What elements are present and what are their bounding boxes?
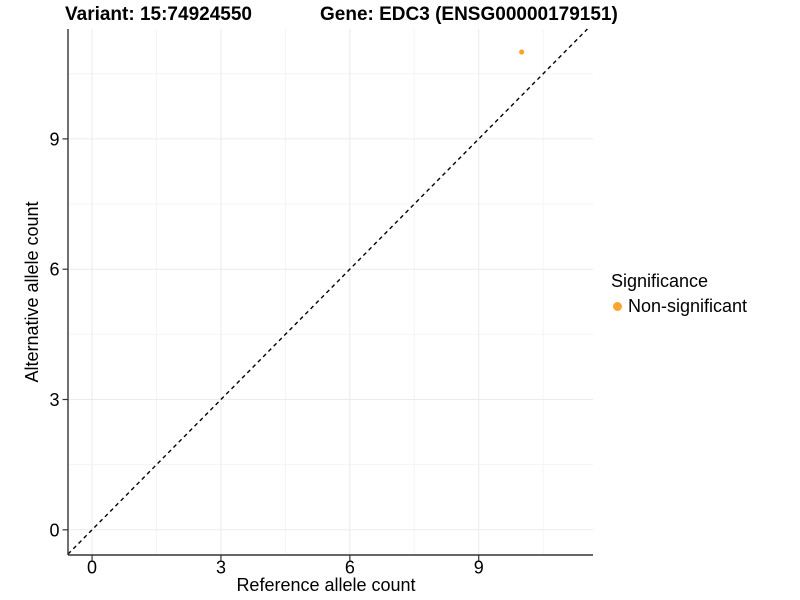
legend-item-label: Non-significant [628, 295, 748, 316]
legend: Significance Non-significant [611, 271, 747, 316]
x-tick-label: 6 [345, 558, 355, 578]
x-tick-label: 3 [216, 558, 226, 578]
y-tick-label: 0 [49, 520, 59, 540]
y-axis-title: Alternative allele count [22, 201, 42, 382]
legend-item: Non-significant [611, 296, 747, 317]
y-tick-label: 6 [49, 260, 59, 280]
data-point [519, 49, 525, 55]
variant-title: Variant: 15:74924550 [65, 4, 252, 25]
legend-title: Significance [611, 271, 709, 291]
legend-point-swatch [613, 301, 622, 311]
y-tick-label: 9 [49, 129, 59, 149]
legend-items: Non-significant [611, 296, 747, 317]
identity-line [67, 28, 588, 555]
x-tick-label: 0 [87, 558, 97, 578]
x-tick-label: 9 [474, 558, 484, 578]
gene-title: Gene: EDC3 (ENSG00000179151) [320, 4, 618, 25]
x-axis-title: Reference allele count [236, 575, 415, 595]
y-tick-label: 3 [49, 390, 59, 410]
plot-layers: 0 3 6 9 0 3 6 9 [49, 28, 593, 578]
